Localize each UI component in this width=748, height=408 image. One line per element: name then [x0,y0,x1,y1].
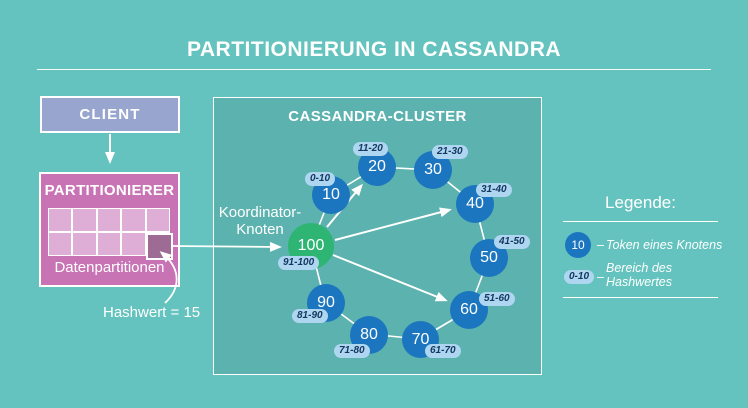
title-underline [37,69,711,70]
coordinator-label-line2: Knoten [236,221,284,238]
range-chip-21-30: 21-30 [432,145,468,159]
partition-cell [145,208,170,232]
partition-cell [72,232,97,256]
partition-cell [96,208,122,232]
legend-dash: – [597,238,604,252]
client-box: CLIENT [40,96,180,133]
legend-token-label: Token eines Knotens [606,238,723,252]
coordinator-label-line1: Koordinator- [218,204,302,221]
partitioner-label: PARTITIONIERER [44,182,175,199]
node-value: 80 [360,326,378,343]
range-chip-0-10: 0-10 [305,172,336,186]
node-value: 100 [297,237,325,254]
range-chip-51-60: 51-60 [479,292,515,306]
range-chip-71-80: 71-80 [334,344,370,358]
node-value: 60 [460,301,478,318]
hashwert-arrow [159,251,178,304]
partition-cell [48,232,73,256]
node-value: 40 [466,195,484,212]
node-value: 50 [480,249,498,266]
partition-cell [121,232,146,256]
partition-grid [48,208,170,256]
range-chip-91-100: 91-100 [278,256,320,270]
legend-divider-bottom [563,297,718,298]
legend-dash: – [597,270,604,284]
range-chip-41-50: 41-50 [494,235,530,249]
range-chip-61-70: 61-70 [425,344,461,358]
partition-cell [121,208,146,232]
node-value: 90 [317,294,335,311]
hash-value-label: Hashwert = 15 [103,304,201,321]
node-value: 10 [322,186,340,203]
cluster-title: CASSANDRA-CLUSTER [288,108,467,125]
client-label: CLIENT [79,106,141,123]
token-node-30: 30 [414,151,452,189]
legend-token-value: 10 [571,238,585,252]
node-value: 30 [424,161,442,178]
legend-range-label: Bereich des Hashwertes [606,261,673,289]
legend-divider-top [563,221,718,222]
node-value: 70 [411,330,430,348]
partition-to-coordinator-arrow [170,241,282,252]
legend-range-chip-symbol: 0-10 [564,270,595,284]
partition-cell [72,208,97,232]
legend-token-symbol: 10 [565,232,591,258]
partition-cell [48,208,73,232]
page-title: PARTITIONIERUNG IN CASSANDRA [186,38,562,61]
node-value: 20 [368,158,386,175]
range-chip-11-20: 11-20 [353,142,388,156]
data-partitions-label: Datenpartitionen [54,259,165,276]
legend-title: Legende: [605,193,676,212]
range-chip-81-90: 81-90 [292,309,328,323]
token-node-50: 50 [470,239,508,277]
partition-cell [96,232,122,256]
range-chip-31-40: 31-40 [476,183,512,197]
coordinator-node-label: Koordinator- Knoten [212,204,308,238]
